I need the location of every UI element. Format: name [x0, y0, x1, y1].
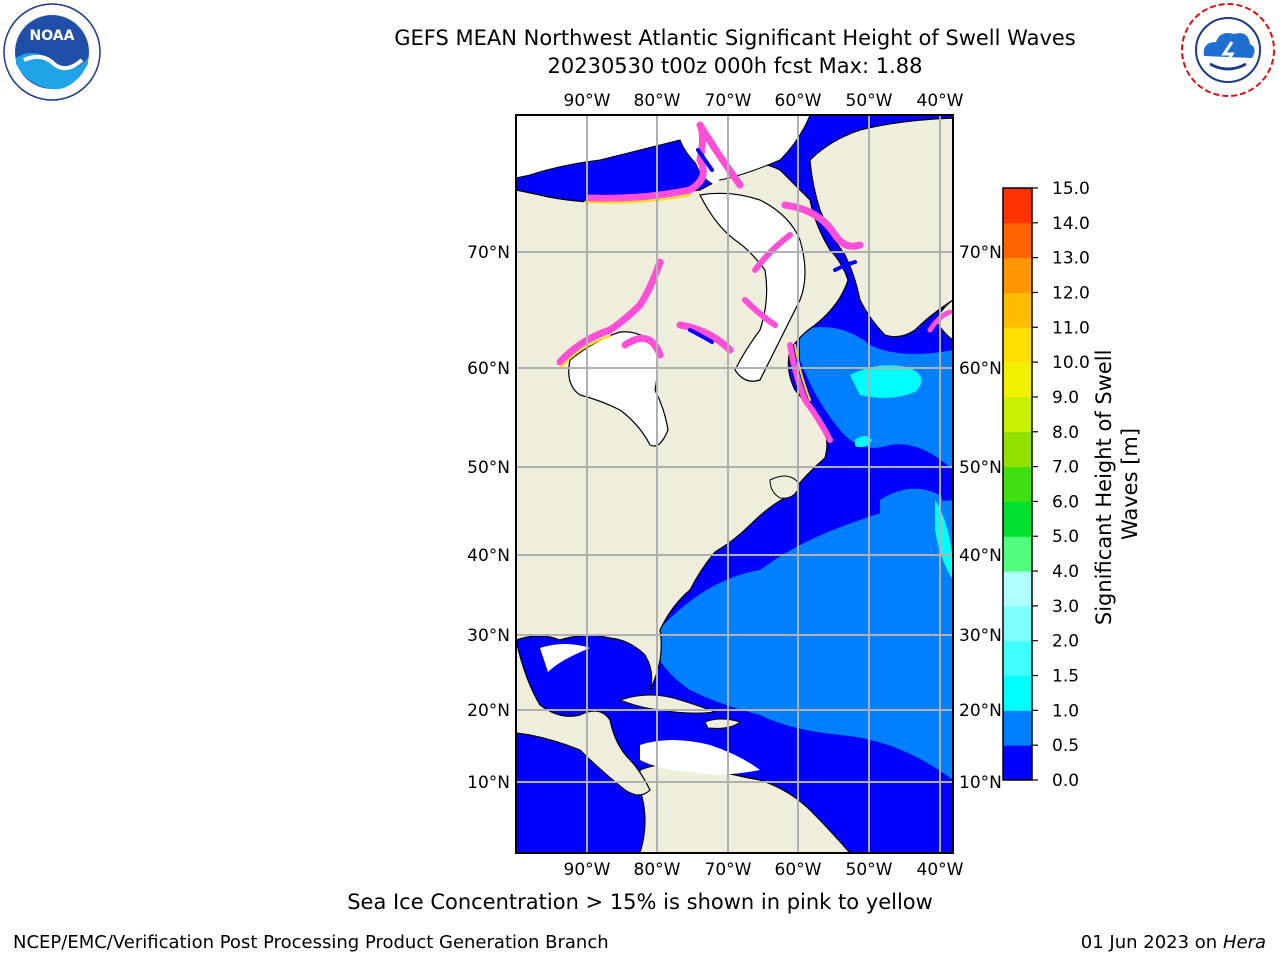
colorbar-tick-label: 0.5: [1052, 736, 1079, 756]
credit-text: NCEP/EMC/Verification Post Processing Pr…: [13, 932, 609, 953]
map-title: GEFS MEAN Northwest Atlantic Significant…: [394, 26, 1076, 50]
land-hispaniola: [704, 718, 742, 729]
lat-label-left: 70°N: [467, 243, 510, 263]
colorbar-swatch: [1003, 396, 1032, 433]
sea-ice-band-hudson: [556, 258, 734, 366]
sea-ice-blue-core: [688, 148, 857, 344]
colorbar-tick-label: 9.0: [1052, 388, 1079, 408]
colorbar-tick-label: 4.0: [1052, 562, 1079, 582]
colorbar-tick-label: 12.0: [1052, 283, 1090, 303]
arctic-ocean: [516, 115, 811, 181]
lat-label-left: 20°N: [467, 701, 510, 721]
lat-label-right: 10°N: [959, 773, 1002, 793]
lat-label-right: 20°N: [959, 701, 1002, 721]
lat-label-right: 60°N: [959, 359, 1002, 379]
map-frame: [515, 114, 954, 854]
gulf-blank-patch: [540, 644, 590, 672]
hudson-bay: [568, 331, 669, 447]
nws-logo: [1181, 3, 1275, 97]
lon-label-top: 80°W: [634, 91, 681, 111]
land-newfoundland: [769, 475, 801, 499]
colorbar: 0.0 0.5 1.0 1.5 2.0 3.0 4.0 5.0 6.0 7.0 8.0 9.0 10.0…: [1002, 180, 1142, 791]
host-name: Hera: [1222, 932, 1266, 953]
colorbar-swatch: [1003, 257, 1032, 293]
colorbar-tick-label: 1.5: [1052, 667, 1079, 687]
lat-label-left: 10°N: [467, 773, 510, 793]
sea-ice-band-baffin: [586, 121, 864, 250]
colorbar-tick-label: 15.0: [1052, 180, 1090, 199]
lon-label-top: 40°W: [917, 91, 964, 111]
colorbar-ticks: 0.0 0.5 1.0 1.5 2.0 3.0 4.0 5.0 6.0 7.0 8.0 9.0 10.0…: [1032, 180, 1090, 791]
lon-label-bottom: 70°W: [705, 860, 752, 880]
noaa-logo-text: NOAA: [30, 28, 75, 44]
lon-label-top: 70°W: [705, 91, 752, 111]
lon-label-top: 90°W: [564, 91, 611, 111]
colorbar-swatch: [1003, 571, 1032, 607]
lat-label-right: 50°N: [959, 458, 1002, 478]
colorbar-swatch: [1003, 362, 1032, 398]
colorbar-swatch: [1003, 501, 1032, 537]
colorbar-swatch: [1003, 536, 1032, 572]
colorbar-tick-label: 5.0: [1052, 527, 1079, 547]
lat-label-right: 30°N: [959, 626, 1002, 646]
colorbar-swatch: [1003, 710, 1032, 746]
map-gridlines: [516, 115, 953, 853]
lon-label-bottom: 40°W: [917, 860, 964, 880]
colorbar-tick-label: 1.0: [1052, 701, 1079, 721]
lon-label-bottom: 90°W: [564, 860, 611, 880]
lon-label-top: 60°W: [775, 91, 822, 111]
noaa-logo: NOAA: [3, 3, 101, 101]
swell-mid-region-north: [800, 327, 953, 470]
caribbean-blank: [640, 740, 760, 775]
colorbar-tick-label: 11.0: [1052, 318, 1090, 338]
swell-high-region: [850, 365, 922, 398]
colorbar-swatch: [1003, 640, 1032, 677]
lon-label-bottom: 50°W: [846, 860, 893, 880]
colorbar-tick-label: 10.0: [1052, 353, 1090, 373]
colorbar-tick-label: 0.0: [1052, 771, 1079, 791]
colorbar-tick-label: 7.0: [1052, 458, 1079, 478]
colorbar-swatch: [1003, 188, 1032, 224]
colorbar-swatch: [1003, 292, 1032, 328]
colorbar-tick-label: 6.0: [1052, 492, 1079, 512]
lon-label-bottom: 80°W: [634, 860, 681, 880]
lon-label-top: 50°W: [846, 91, 893, 111]
map-subtitle: 20230530 t00z 000h fcst Max: 1.88: [547, 54, 923, 78]
colorbar-tick-label: 13.0: [1052, 249, 1090, 269]
colorbar-swatch: [1003, 605, 1032, 642]
lat-label-left: 30°N: [467, 626, 510, 646]
colorbar-tick-label: 8.0: [1052, 423, 1079, 443]
colorbar-swatch: [1003, 466, 1032, 502]
colorbar-tick-label: 3.0: [1052, 597, 1079, 617]
swell-high-patch: [855, 436, 872, 448]
colorbar-swatch: [1003, 431, 1032, 468]
swell-mid-patch: [880, 488, 944, 527]
colorbar-label: Significant Height of Swell Waves [m]: [1092, 343, 1142, 625]
sea-ice-caption: Sea Ice Concentration > 15% is shown in …: [347, 890, 933, 914]
lat-label-right: 70°N: [959, 243, 1002, 263]
colorbar-swatch: [1003, 675, 1032, 711]
lat-label-left: 40°N: [467, 546, 510, 566]
lat-label-right: 40°N: [959, 546, 1002, 566]
lat-label-left: 60°N: [467, 359, 510, 379]
colorbar-swatches: [1003, 188, 1032, 781]
colorbar-tick-label: 2.0: [1052, 632, 1079, 652]
colorbar-swatch: [1003, 327, 1032, 363]
lon-label-bottom: 60°W: [775, 860, 822, 880]
sea-ice-edge-yellow: [559, 194, 811, 401]
date-text: 01 Jun 2023 on: [1080, 932, 1218, 953]
date-stamp: 01 Jun 2023 on Hera: [1081, 932, 1266, 953]
land-cuba: [618, 694, 716, 714]
colorbar-frame: [1002, 187, 1033, 781]
colorbar-swatch: [1003, 745, 1032, 781]
colorbar-swatch: [1003, 222, 1032, 259]
lat-label-left: 50°N: [467, 458, 510, 478]
colorbar-tick-label: 14.0: [1052, 214, 1090, 234]
